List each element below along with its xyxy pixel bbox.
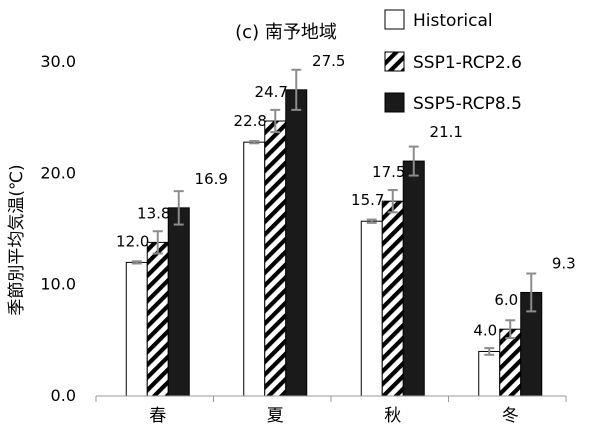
y-tick-labels: 0.0 10.0 20.0 30.0 (40, 52, 76, 405)
bar-ssp5-rcp8-5 (167, 207, 190, 397)
bar-historical (478, 350, 501, 397)
data-label: 15.7 (351, 191, 384, 209)
legend: Historical SSP1-RCP2.6 SSP5-RCP8.5 (384, 9, 522, 114)
data-label: 17.5 (372, 163, 405, 181)
legend-swatch (384, 51, 405, 72)
bars: 12.0 13.8 16.9 春 22.8 24.7 27.5 夏 15.7 17.5 21.1 秋 4… (116, 52, 576, 426)
data-label: 24.7 (255, 83, 288, 101)
legend-label: SSP5-RCP8.5 (413, 94, 522, 114)
bar-historical (360, 220, 383, 397)
bar-ssp5-rcp8-5 (402, 160, 425, 397)
x-tick-label: 秋 (384, 406, 401, 426)
bar-historical (243, 141, 266, 397)
y-tick-label: 20.0 (40, 163, 76, 182)
axis (95, 395, 567, 402)
data-label: 27.5 (312, 52, 345, 70)
legend-swatch (384, 92, 405, 113)
chart-title: (c) 南予地域 (235, 22, 337, 43)
bar-ssp1-rcp2-6 (264, 120, 287, 397)
x-tick-label: 夏 (267, 406, 284, 426)
data-label: 22.8 (234, 112, 267, 130)
y-tick-label: 10.0 (40, 275, 76, 294)
bar-ssp5-rcp8-5 (285, 89, 308, 397)
y-tick-label: 0.0 (51, 386, 76, 405)
data-label: 4.0 (473, 321, 497, 339)
data-label: 13.8 (137, 204, 170, 222)
data-label: 12.0 (116, 232, 149, 250)
data-label: 6.0 (494, 291, 518, 309)
bar-historical (125, 261, 148, 397)
bar-ssp1-rcp2-6 (146, 241, 169, 397)
data-label: 21.1 (430, 123, 463, 141)
data-label: 9.3 (552, 254, 576, 272)
y-axis-label: 季節別平均気温(℃) (7, 164, 27, 315)
bar-ssp1-rcp2-6 (499, 328, 522, 397)
data-label: 16.9 (195, 170, 228, 188)
legend-label: Historical (413, 11, 493, 31)
legend-swatch (384, 9, 405, 30)
bar-ssp1-rcp2-6 (381, 200, 404, 397)
x-tick-label: 春 (149, 406, 166, 426)
y-tick-label: 30.0 (40, 52, 76, 71)
legend-label: SSP1-RCP2.6 (413, 53, 522, 73)
x-tick-label: 冬 (502, 406, 519, 426)
